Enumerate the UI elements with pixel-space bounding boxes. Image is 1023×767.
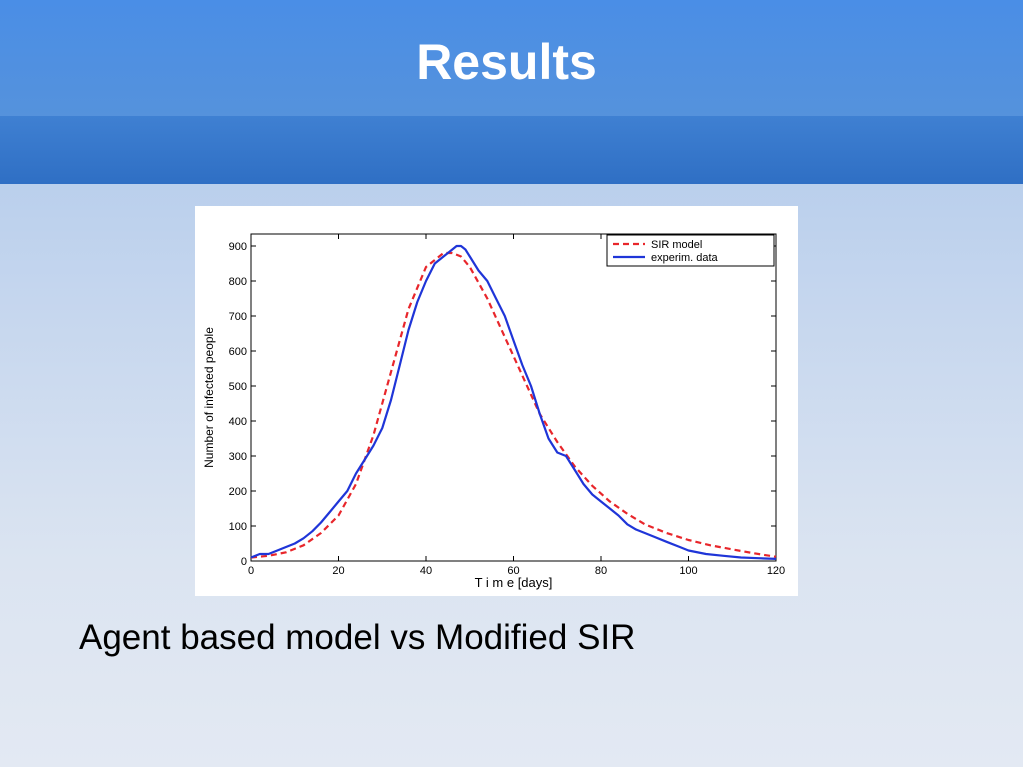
y-tick-label: 200 bbox=[229, 486, 247, 498]
x-tick-label: 40 bbox=[420, 565, 432, 577]
line-chart: 0 20 40 60 80 100 120 0 100 200 300 400 500 600 700 800… bbox=[202, 233, 785, 590]
y-tick-label: 300 bbox=[229, 451, 247, 463]
y-tick-label: 500 bbox=[229, 381, 247, 393]
legend-label: experim. data bbox=[651, 252, 719, 264]
slide-caption: Agent based model vs Modified SIR bbox=[79, 618, 636, 657]
chart-container: 0 20 40 60 80 100 120 0 100 200 300 400 500 600 700 800… bbox=[195, 206, 798, 596]
y-tick-label: 600 bbox=[229, 346, 247, 358]
y-tick-label: 800 bbox=[229, 276, 247, 288]
x-tick-label: 100 bbox=[679, 565, 697, 577]
title-band bbox=[0, 0, 1023, 116]
x-tick-label: 80 bbox=[595, 565, 607, 577]
series-line-1 bbox=[250, 244, 777, 560]
x-tick-label: 120 bbox=[767, 565, 785, 577]
x-tick-label: 0 bbox=[248, 565, 254, 577]
y-tick-label: 0 bbox=[241, 556, 247, 568]
slide-title: Results bbox=[416, 34, 597, 90]
y-tick-label: 900 bbox=[229, 241, 247, 253]
x-axis-label: T i m e [days] bbox=[475, 575, 553, 590]
title-band-lower bbox=[0, 116, 1023, 184]
y-tick-label: 400 bbox=[229, 416, 247, 428]
x-tick-label: 60 bbox=[507, 565, 519, 577]
y-tick-label: 100 bbox=[229, 521, 247, 533]
legend-box bbox=[606, 234, 775, 267]
x-tick-label: 20 bbox=[332, 565, 344, 577]
legend-label: SIR model bbox=[651, 239, 702, 251]
y-axis-label: Number of infected people bbox=[202, 327, 216, 468]
y-tick-label: 700 bbox=[229, 311, 247, 323]
series-line-0 bbox=[250, 251, 777, 559]
